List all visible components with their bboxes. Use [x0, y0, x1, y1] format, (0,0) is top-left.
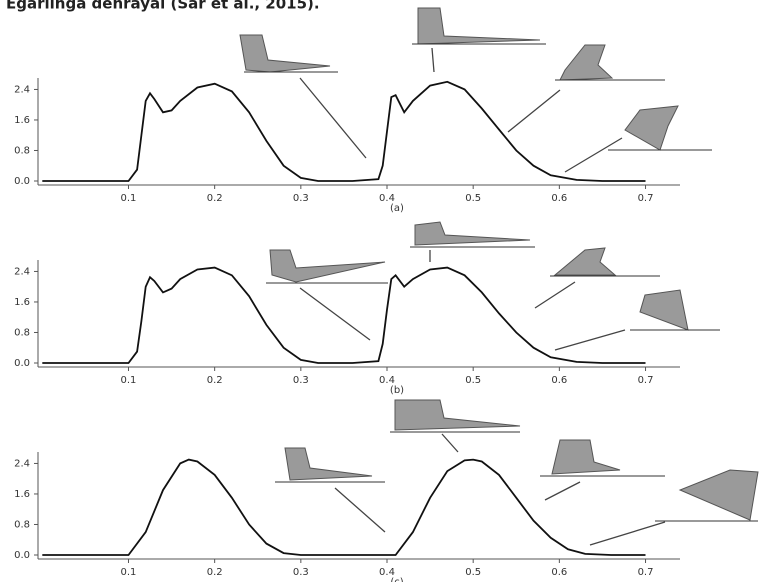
y-tick-label: 0.8	[14, 145, 30, 156]
x-tick-label: 0.6	[551, 375, 567, 386]
foot-illustrations	[239, 7, 759, 546]
x-tick-label: 0.2	[207, 375, 223, 386]
y-tick-label: 2.4	[14, 458, 30, 469]
y-tick-label: 0.0	[14, 358, 30, 369]
x-tick-label: 0.7	[638, 375, 654, 386]
x-axis-label: (a)	[390, 203, 404, 214]
x-axis-label: (b)	[390, 385, 404, 396]
x-tick-label: 0.5	[465, 375, 481, 386]
x-tick-label: 0.6	[551, 193, 567, 204]
x-tick-label: 0.7	[638, 193, 654, 204]
x-tick-label: 0.5	[465, 567, 481, 578]
y-tick-label: 1.6	[14, 489, 30, 500]
x-tick-label: 0.4	[379, 567, 395, 578]
data-line	[42, 266, 646, 364]
caption: Egarlinga dehrayai (Sar et al., 2015).	[6, 0, 320, 13]
x-tick-label: 0.1	[121, 193, 137, 204]
x-tick-label: 0.2	[207, 193, 223, 204]
y-tick-label: 0.0	[14, 176, 30, 187]
x-tick-label: 0.1	[121, 375, 137, 386]
x-axis-label: (c)	[390, 577, 403, 582]
x-tick-label: 0.3	[293, 375, 309, 386]
y-tick-label: 2.4	[14, 84, 30, 95]
y-tick-label: 0.8	[14, 327, 30, 338]
x-tick-label: 0.1	[121, 567, 137, 578]
y-tick-label: 0.0	[14, 550, 30, 561]
x-tick-label: 0.4	[379, 375, 395, 386]
x-tick-label: 0.3	[293, 567, 309, 578]
x-tick-label: 0.4	[379, 193, 395, 204]
x-tick-label: 0.5	[465, 193, 481, 204]
y-tick-label: 0.8	[14, 519, 30, 530]
y-tick-label: 1.6	[14, 297, 30, 308]
x-tick-label: 0.6	[551, 567, 567, 578]
data-line	[42, 458, 646, 556]
x-tick-label: 0.3	[293, 193, 309, 204]
x-tick-label: 0.2	[207, 567, 223, 578]
x-tick-label: 0.7	[638, 567, 654, 578]
y-tick-label: 2.4	[14, 266, 30, 277]
y-tick-label: 1.6	[14, 115, 30, 126]
data-line	[42, 80, 646, 182]
